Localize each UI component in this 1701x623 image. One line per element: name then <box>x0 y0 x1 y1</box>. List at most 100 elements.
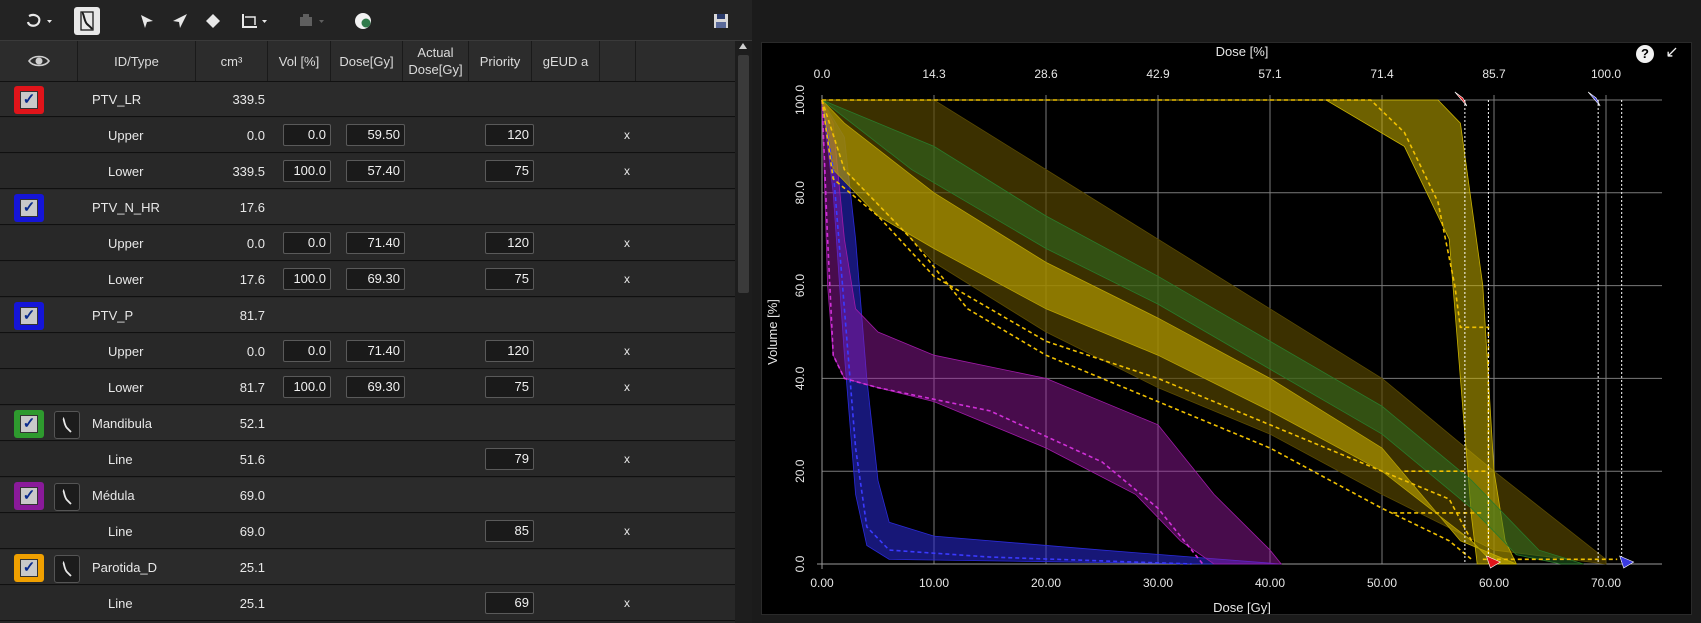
priority-input[interactable]: 69 <box>485 592 534 614</box>
dvh-curve-icon[interactable] <box>54 555 80 583</box>
priority-input[interactable]: 120 <box>485 232 534 254</box>
structure-row[interactable]: ✓ Parotida_D 25.1 <box>0 550 735 585</box>
remove-objective-button[interactable]: x <box>624 272 630 286</box>
structure-visibility-checkbox[interactable]: ✓ <box>14 554 44 582</box>
visibility-column-header[interactable] <box>0 41 78 81</box>
x2-axis-title: Dose [%] <box>1216 44 1269 59</box>
dose-input[interactable]: 59.50 <box>346 124 405 146</box>
navigate-arrow-icon[interactable] <box>168 7 192 35</box>
scroll-up-arrow-icon[interactable] <box>739 43 747 49</box>
structure-visibility-checkbox[interactable]: ✓ <box>14 86 44 114</box>
remove-objective-button[interactable]: x <box>624 344 630 358</box>
vol-input[interactable]: 0.0 <box>283 232 331 254</box>
objective-row[interactable]: Line 51.6 79 x <box>0 442 735 477</box>
structure-visibility-checkbox[interactable]: ✓ <box>14 482 44 510</box>
remove-objective-button[interactable]: x <box>624 596 630 610</box>
dvh-chart[interactable]: 0.00 10.00 20.00 30.00 40.00 50.00 60.00 70.00 0… <box>761 42 1692 615</box>
remove-objective-button[interactable]: x <box>624 524 630 538</box>
vol-input[interactable]: 100.0 <box>283 160 331 182</box>
objective-marker[interactable] <box>1454 91 1468 107</box>
cm3-header[interactable]: cm³ <box>196 41 268 81</box>
objective-type: Upper <box>108 343 144 359</box>
structure-volume: 339.5 <box>232 91 265 107</box>
structure-row[interactable]: ✓ Médula 69.0 <box>0 478 735 513</box>
objective-type: Lower <box>108 379 144 395</box>
remove-objective-button[interactable]: x <box>624 128 630 142</box>
priority-input[interactable]: 120 <box>485 340 534 362</box>
save-icon[interactable] <box>709 7 733 35</box>
checkmark-icon: ✓ <box>20 559 38 577</box>
dose-input[interactable]: 69.30 <box>346 376 405 398</box>
objective-type: Lower <box>108 271 144 287</box>
priority-input[interactable]: 120 <box>485 124 534 146</box>
y-tick-label: 100.0 <box>793 85 807 115</box>
remove-objective-button[interactable]: x <box>624 380 630 394</box>
dose-input[interactable]: 57.40 <box>346 160 405 182</box>
geud-header[interactable]: gEUD a <box>532 41 600 81</box>
dvh-dashed-line <box>821 99 1473 560</box>
line-objective-icon[interactable] <box>238 7 274 35</box>
priority-input[interactable]: 79 <box>485 448 534 470</box>
dose-input[interactable]: 71.40 <box>346 232 405 254</box>
dvh-chart-svg[interactable]: 0.00 10.00 20.00 30.00 40.00 50.00 60.00 70.00 0… <box>762 43 1691 614</box>
objective-row[interactable]: Upper 0.0 0.0 71.40 120 x <box>0 334 735 369</box>
objective-type: Line <box>108 451 133 467</box>
objective-cm3: 81.7 <box>239 379 265 395</box>
objective-marker[interactable] <box>1619 555 1635 569</box>
objective-row[interactable]: Lower 17.6 100.0 69.30 75 x <box>0 262 735 297</box>
structure-visibility-checkbox[interactable]: ✓ <box>14 194 44 222</box>
objective-row[interactable]: Line 69.0 85 x <box>0 514 735 549</box>
disabled-tool-icon[interactable] <box>296 7 332 35</box>
dvh-curve-icon[interactable] <box>54 483 80 511</box>
objective-row[interactable]: Line 25.1 69 x <box>0 586 735 621</box>
objective-cm3: 0.0 <box>246 343 265 359</box>
vol-input[interactable]: 100.0 <box>283 376 331 398</box>
objective-row[interactable]: Upper 0.0 0.0 71.40 120 x <box>0 226 735 261</box>
structure-row[interactable]: ✓ PTV_N_HR 17.6 <box>0 190 735 225</box>
priority-input[interactable]: 75 <box>485 376 534 398</box>
vol-input[interactable]: 0.0 <box>283 340 331 362</box>
point-diamond-icon[interactable] <box>201 7 225 35</box>
structure-row[interactable]: ✓ PTV_LR 339.5 <box>0 82 735 117</box>
structure-name: PTV_P <box>92 307 134 323</box>
dose-input[interactable]: 71.40 <box>346 340 405 362</box>
dose-header[interactable]: Dose[Gy] <box>331 41 403 81</box>
y-tick-label: 40.0 <box>793 366 807 390</box>
priority-input[interactable]: 75 <box>485 160 534 182</box>
objective-type: Line <box>108 523 133 539</box>
objective-marker[interactable] <box>1587 91 1601 107</box>
priority-input[interactable]: 85 <box>485 520 534 542</box>
dvh-objective-icon[interactable] <box>74 7 100 35</box>
objective-row[interactable]: Lower 339.5 100.0 57.40 75 x <box>0 154 735 189</box>
structure-row[interactable]: ✓ PTV_P 81.7 <box>0 298 735 333</box>
help-icon[interactable]: ? <box>1636 45 1654 63</box>
vol-input[interactable]: 100.0 <box>283 268 331 290</box>
id-type-header[interactable]: ID/Type <box>78 41 196 81</box>
structure-volume: 52.1 <box>239 415 265 431</box>
collapse-icon[interactable]: ↙ <box>1665 44 1679 61</box>
priority-input[interactable]: 75 <box>485 268 534 290</box>
actual-dose-header[interactable]: Actual Dose[Gy] <box>403 41 469 81</box>
dose-input[interactable]: 69.30 <box>346 268 405 290</box>
vol-input[interactable]: 0.0 <box>283 124 331 146</box>
vol-header[interactable]: Vol [%] <box>268 41 331 81</box>
pointer-arrow-icon[interactable] <box>135 7 159 35</box>
structure-row[interactable]: ✓ Mandibula 52.1 <box>0 406 735 441</box>
sphere-icon[interactable] <box>351 7 375 35</box>
structure-visibility-checkbox[interactable]: ✓ <box>14 410 44 438</box>
scrollbar-thumb[interactable] <box>738 55 749 293</box>
remove-objective-button[interactable]: x <box>624 164 630 178</box>
dvh-curve-icon[interactable] <box>54 411 80 439</box>
table-header: ID/Type cm³ Vol [%] Dose[Gy] Actual Dose… <box>0 41 735 82</box>
checkmark-icon: ✓ <box>20 91 38 109</box>
objective-marker[interactable] <box>1485 555 1502 569</box>
remove-objective-button[interactable]: x <box>624 236 630 250</box>
objective-row[interactable]: Lower 81.7 100.0 69.30 75 x <box>0 370 735 405</box>
objective-row[interactable]: Upper 0.0 0.0 59.50 120 x <box>0 118 735 153</box>
remove-objective-button[interactable]: x <box>624 452 630 466</box>
priority-header[interactable]: Priority <box>469 41 532 81</box>
checkmark-icon: ✓ <box>20 415 38 433</box>
structure-menu-icon[interactable] <box>22 7 60 35</box>
table-scrollbar[interactable] <box>735 41 752 623</box>
structure-visibility-checkbox[interactable]: ✓ <box>14 302 44 330</box>
